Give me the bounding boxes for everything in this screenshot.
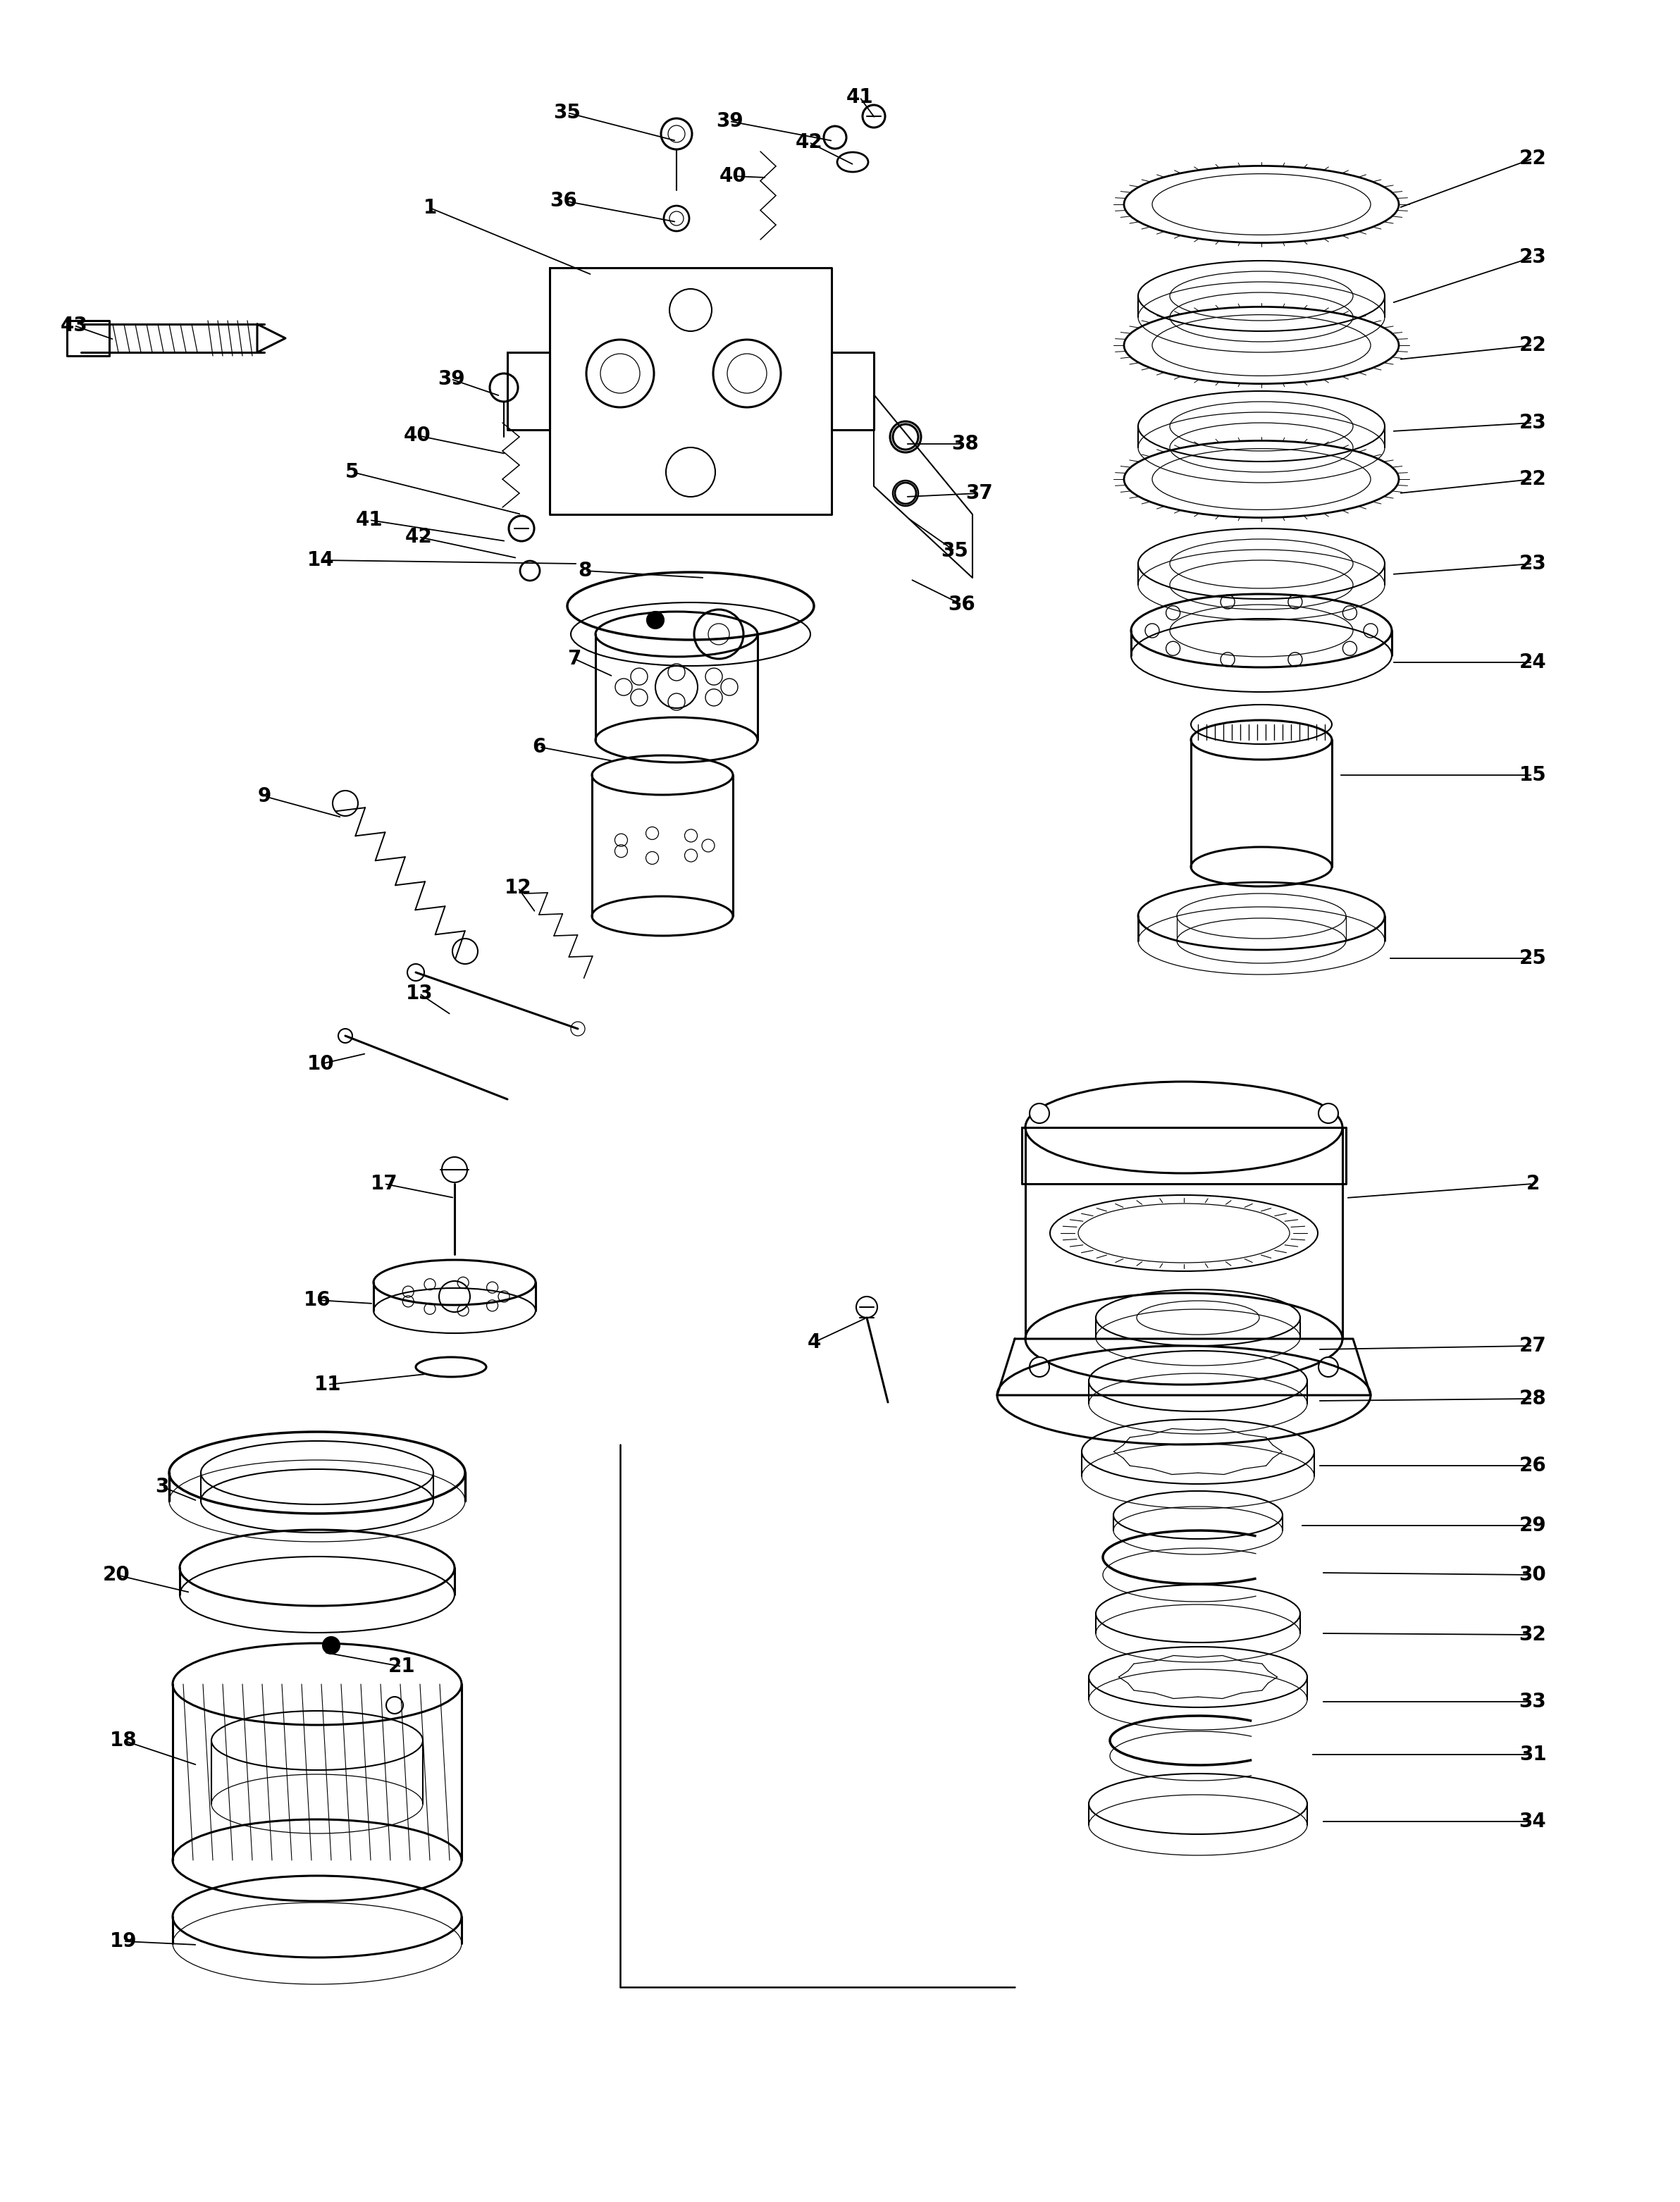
- Text: 34: 34: [1519, 1812, 1546, 1832]
- Text: 36: 36: [549, 192, 578, 211]
- Text: 19: 19: [109, 1931, 136, 1951]
- Text: 15: 15: [1519, 766, 1546, 784]
- Text: 23: 23: [1519, 414, 1546, 432]
- Text: 5: 5: [346, 462, 360, 482]
- Text: 9: 9: [257, 786, 270, 806]
- Text: 39: 39: [437, 370, 465, 390]
- Text: 26: 26: [1519, 1456, 1546, 1475]
- Text: 30: 30: [1519, 1566, 1546, 1585]
- Text: 40: 40: [403, 425, 430, 445]
- Ellipse shape: [1152, 315, 1371, 377]
- Text: 42: 42: [795, 132, 823, 152]
- Text: 41: 41: [847, 88, 874, 108]
- Text: 2: 2: [1525, 1174, 1539, 1193]
- Text: 25: 25: [1519, 949, 1546, 969]
- Text: 23: 23: [1519, 247, 1546, 266]
- Circle shape: [1319, 1356, 1339, 1376]
- Text: 27: 27: [1519, 1337, 1546, 1356]
- Text: 20: 20: [102, 1566, 129, 1585]
- Text: 11: 11: [314, 1374, 341, 1394]
- Ellipse shape: [1152, 449, 1371, 509]
- Text: 22: 22: [1519, 150, 1546, 167]
- Text: 35: 35: [554, 103, 581, 123]
- Text: 32: 32: [1519, 1625, 1546, 1645]
- Text: 8: 8: [578, 562, 591, 581]
- Text: 12: 12: [504, 879, 531, 898]
- Text: 6: 6: [533, 738, 546, 757]
- Text: 23: 23: [1519, 555, 1546, 573]
- Text: 43: 43: [60, 315, 87, 335]
- Circle shape: [1319, 1103, 1339, 1123]
- Text: 31: 31: [1519, 1744, 1546, 1764]
- Text: 13: 13: [405, 984, 433, 1004]
- Text: 33: 33: [1519, 1691, 1546, 1711]
- Text: 7: 7: [568, 650, 581, 669]
- Circle shape: [323, 1636, 339, 1654]
- Text: 41: 41: [356, 511, 383, 531]
- Ellipse shape: [1124, 165, 1399, 242]
- Text: 1: 1: [423, 198, 437, 218]
- Ellipse shape: [1152, 174, 1371, 236]
- Text: 40: 40: [719, 167, 746, 185]
- Text: 24: 24: [1519, 652, 1546, 672]
- Text: 10: 10: [307, 1055, 334, 1075]
- Circle shape: [1030, 1103, 1050, 1123]
- Text: 29: 29: [1519, 1515, 1546, 1535]
- Text: 36: 36: [948, 595, 976, 614]
- Circle shape: [442, 1156, 467, 1182]
- Text: 4: 4: [806, 1332, 822, 1352]
- Text: 3: 3: [155, 1478, 170, 1497]
- Text: 39: 39: [716, 112, 743, 132]
- Circle shape: [647, 612, 664, 628]
- Text: 14: 14: [307, 550, 334, 570]
- Text: 37: 37: [966, 484, 993, 502]
- Text: 21: 21: [388, 1656, 415, 1676]
- Text: 38: 38: [953, 434, 979, 454]
- Text: 35: 35: [941, 542, 969, 562]
- Text: 18: 18: [109, 1731, 138, 1751]
- Text: 16: 16: [304, 1290, 331, 1310]
- Circle shape: [1030, 1356, 1050, 1376]
- Ellipse shape: [1124, 440, 1399, 517]
- Text: 28: 28: [1519, 1389, 1546, 1409]
- Text: 22: 22: [1519, 335, 1546, 355]
- Ellipse shape: [1124, 306, 1399, 383]
- Text: 22: 22: [1519, 469, 1546, 489]
- Text: 17: 17: [371, 1174, 398, 1193]
- Text: 42: 42: [405, 526, 432, 546]
